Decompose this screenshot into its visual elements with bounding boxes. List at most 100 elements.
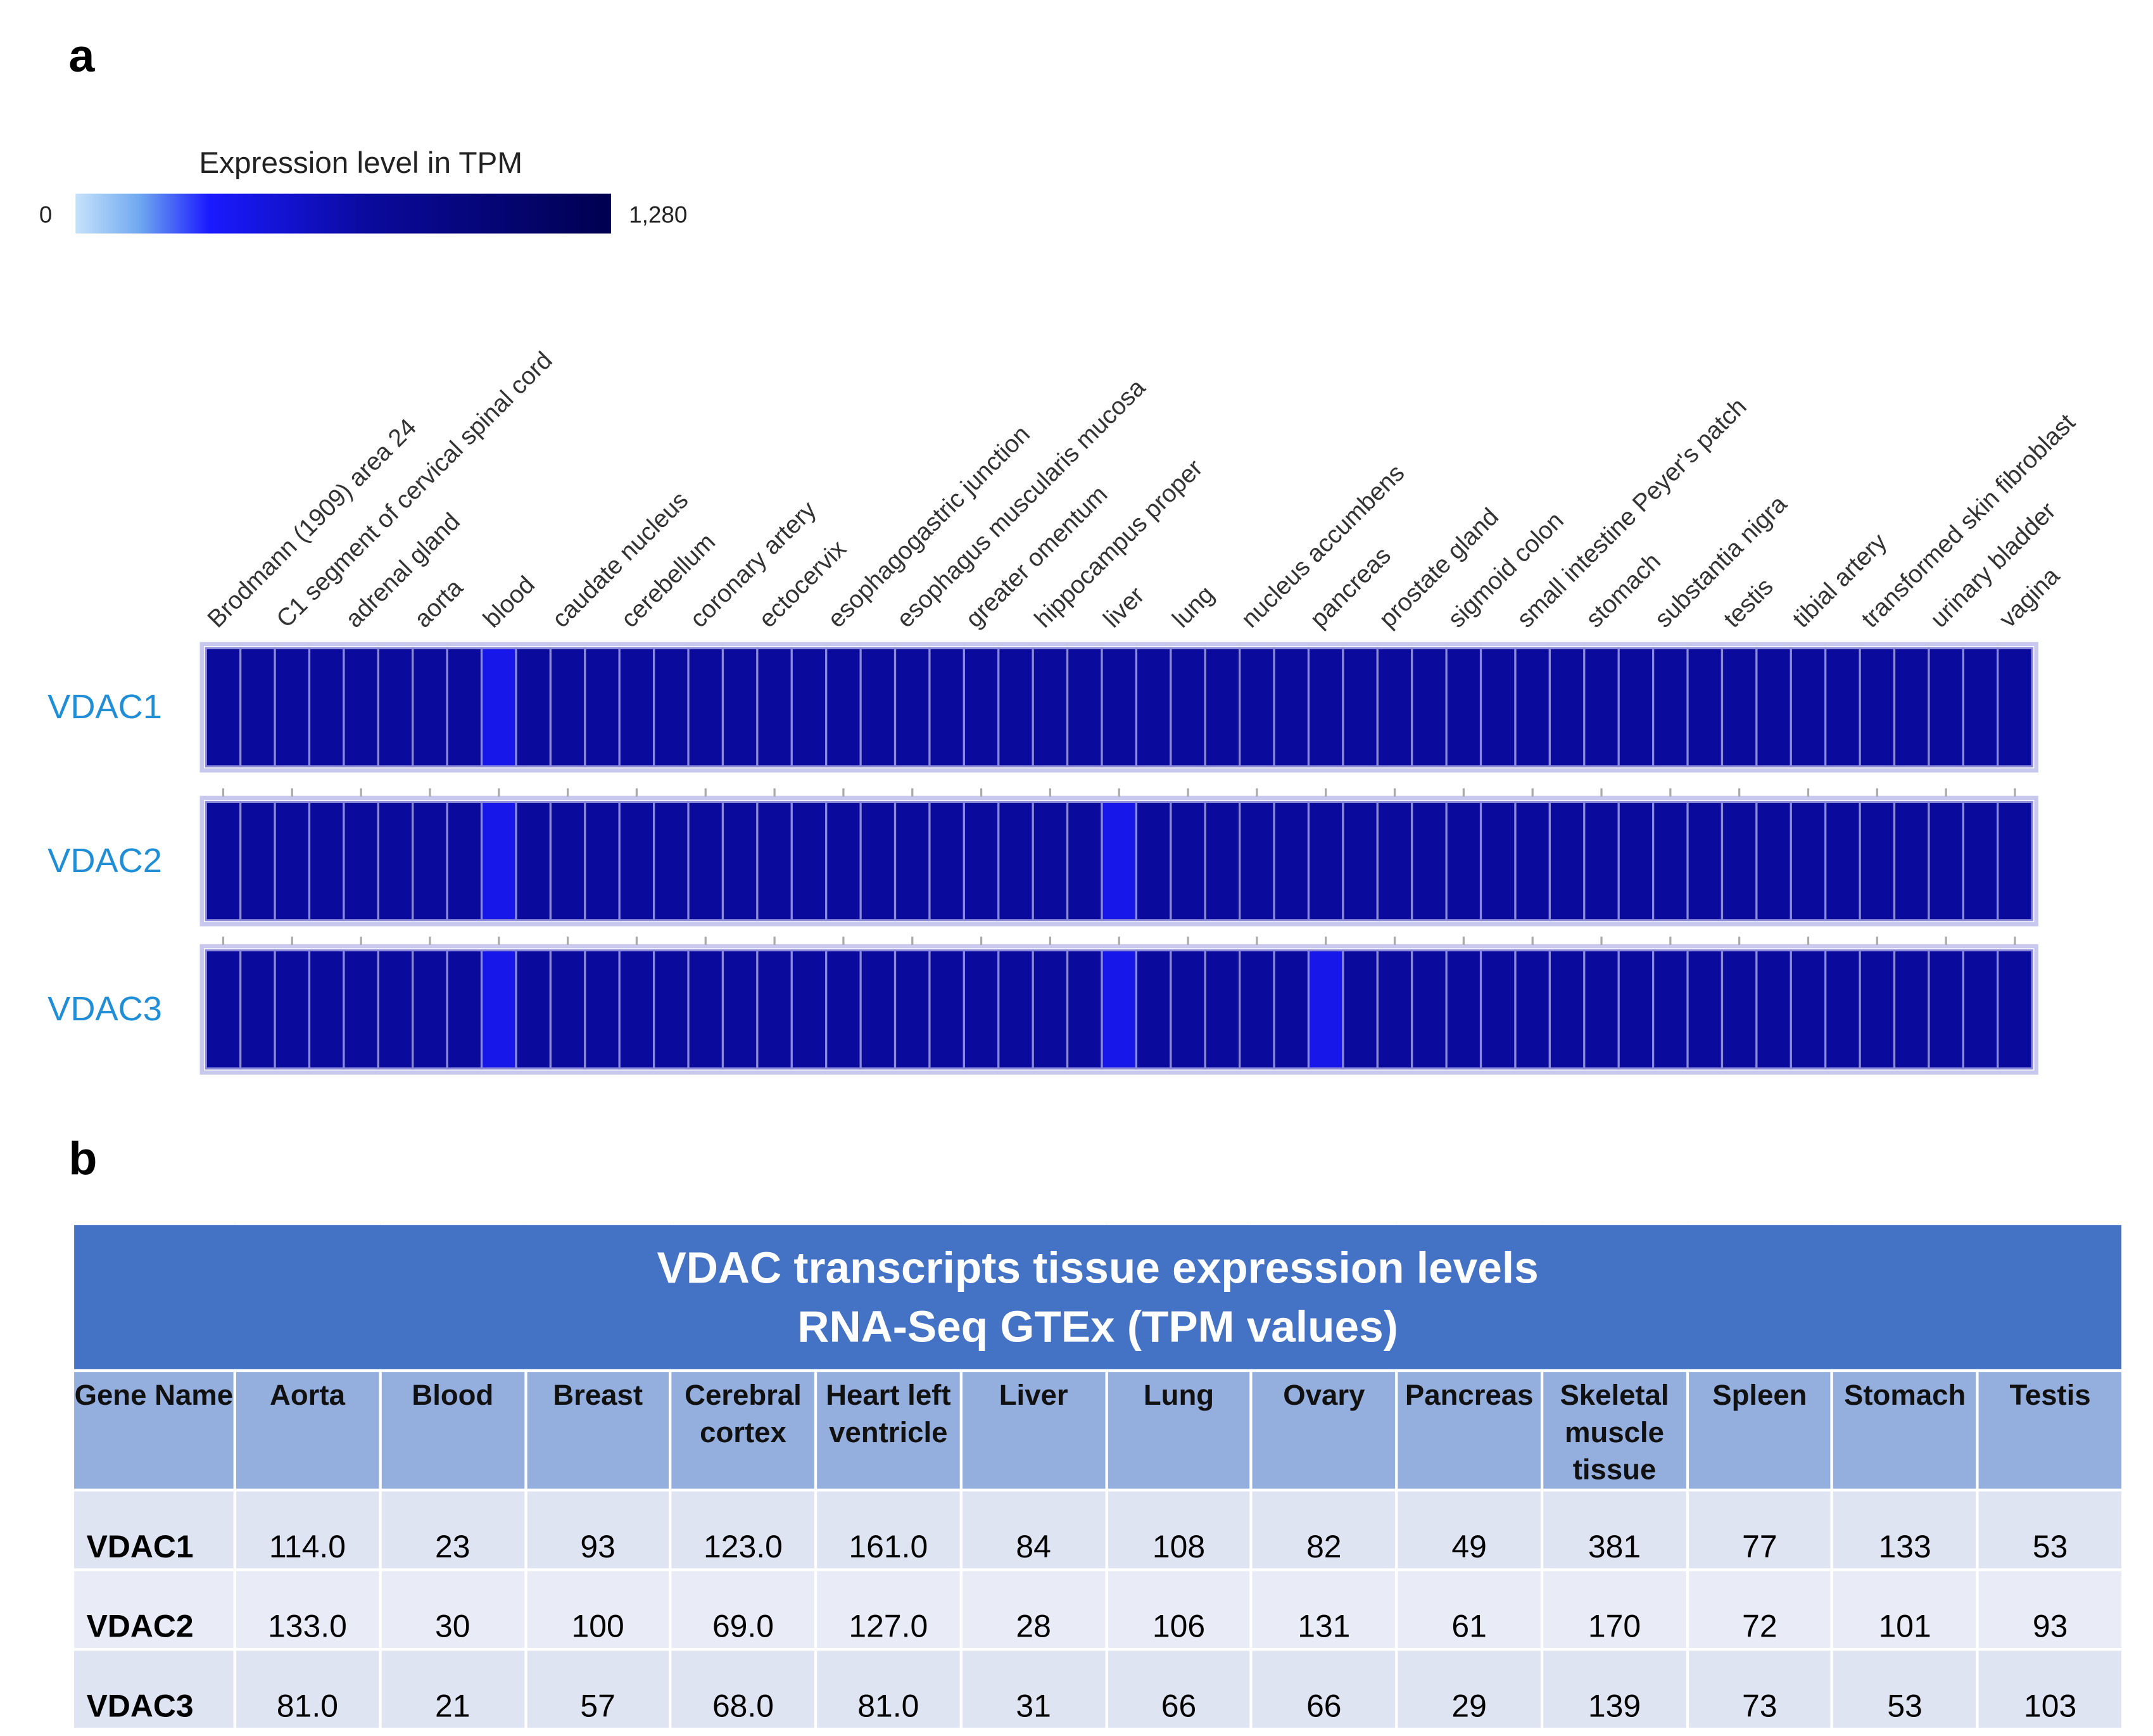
heatmap-cell bbox=[1824, 949, 1861, 1070]
heatmap-cell bbox=[549, 647, 586, 768]
heatmap-cell bbox=[963, 647, 1000, 768]
heatmap-cell bbox=[1307, 647, 1344, 768]
tpm-value: 139 bbox=[1540, 1648, 1689, 1731]
tpm-value: 61 bbox=[1395, 1568, 1544, 1651]
gene-name: VDAC1 bbox=[71, 1488, 236, 1571]
heatmap-cell bbox=[963, 801, 1000, 922]
heatmap-cell bbox=[928, 647, 965, 768]
heatmap-cell bbox=[1411, 801, 1448, 922]
heatmap-cell bbox=[653, 949, 690, 1070]
tpm-value: 66 bbox=[1104, 1648, 1253, 1731]
heatmap-cell bbox=[1721, 801, 1758, 922]
heatmap-cell bbox=[584, 949, 621, 1070]
gene-name: VDAC2 bbox=[71, 1568, 236, 1651]
heatmap-cell bbox=[1514, 949, 1551, 1070]
heatmap-cell bbox=[859, 647, 897, 768]
heatmap-cell bbox=[1170, 801, 1206, 922]
heatmap-cell bbox=[1239, 801, 1275, 922]
column-label: coronary artery bbox=[685, 496, 822, 633]
heatmap-cell bbox=[893, 949, 931, 1070]
heatmap-cell bbox=[1135, 801, 1172, 922]
heatmap-cell bbox=[1307, 801, 1344, 922]
colorbar-title: Expression level in TPM bbox=[199, 146, 522, 180]
tpm-value: 21 bbox=[378, 1648, 527, 1731]
tpm-value: 106 bbox=[1104, 1568, 1253, 1651]
heatmap-cell bbox=[343, 949, 379, 1070]
heatmap-cell bbox=[1686, 647, 1724, 768]
heatmap-cell bbox=[963, 949, 1000, 1070]
heatmap-cell bbox=[1273, 949, 1310, 1070]
heatmap-cell bbox=[928, 949, 965, 1070]
tpm-value: 84 bbox=[959, 1488, 1108, 1571]
data-row: VDAC3 81.0 21 57 68.0 81.0 31 66 66 29 139 73 53 103 bbox=[71, 1648, 2125, 1731]
tpm-value: 133.0 bbox=[233, 1568, 382, 1651]
tpm-value: 28 bbox=[959, 1568, 1108, 1651]
tpm-value: 100 bbox=[524, 1568, 672, 1651]
panel-label: a bbox=[68, 30, 95, 83]
heatmap-cell bbox=[1101, 801, 1138, 922]
column-header: Ovary bbox=[1250, 1369, 1398, 1492]
column-header: Lung bbox=[1104, 1369, 1253, 1492]
heatmap-cell bbox=[308, 949, 345, 1070]
heatmap-cell bbox=[584, 801, 621, 922]
heatmap-cell bbox=[618, 801, 655, 922]
column-label: urinary bladder bbox=[1925, 497, 2061, 633]
heatmap-cell bbox=[1170, 647, 1206, 768]
heatmap-cell bbox=[1239, 647, 1275, 768]
heatmap-cell bbox=[1824, 801, 1861, 922]
tpm-value: 49 bbox=[1395, 1488, 1544, 1571]
heatmap-cell bbox=[1066, 801, 1103, 922]
data-row: VDAC2 133.0 30 100 69.0 127.0 28 106 131 61 170 72 1… bbox=[71, 1568, 2125, 1651]
heatmap-cell bbox=[1893, 647, 1930, 768]
heatmap-cell bbox=[446, 647, 483, 768]
heatmap-cell bbox=[480, 949, 517, 1070]
row-label: VDAC3 bbox=[47, 990, 162, 1028]
row-frame bbox=[199, 944, 2038, 1075]
heatmap-cell bbox=[1032, 801, 1069, 922]
table-title: VDAC transcripts tissue expression level… bbox=[71, 1222, 2125, 1372]
heatmap-cell bbox=[308, 801, 345, 922]
tpm-value: 72 bbox=[1686, 1568, 1834, 1651]
heatmap-cell bbox=[687, 949, 724, 1070]
heatmap-cell bbox=[239, 801, 276, 922]
heatmap-cell bbox=[1204, 949, 1241, 1070]
heatmap-cell bbox=[618, 647, 655, 768]
heatmap-cell bbox=[1548, 801, 1586, 922]
column-label: esophagus muscularis mucosa bbox=[892, 374, 1151, 633]
heatmap-cell bbox=[790, 647, 828, 768]
tpm-value: 123.0 bbox=[669, 1488, 818, 1571]
tpm-value: 93 bbox=[524, 1488, 672, 1571]
heatmap-cell bbox=[653, 647, 690, 768]
heatmap-cell bbox=[1376, 801, 1413, 922]
heatmap-cell bbox=[1342, 949, 1379, 1070]
heatmap-cell bbox=[893, 801, 931, 922]
heatmap-cell bbox=[1686, 949, 1724, 1070]
heatmap-cell bbox=[239, 647, 276, 768]
heatmap-cell bbox=[1411, 949, 1448, 1070]
heatmap-cell bbox=[1479, 949, 1517, 1070]
heatmap-cell bbox=[1617, 801, 1655, 922]
tpm-value: 23 bbox=[378, 1488, 527, 1571]
heatmap-cell bbox=[1548, 949, 1586, 1070]
column-label: prostate gland bbox=[1374, 503, 1504, 633]
heatmap-cell bbox=[1721, 949, 1758, 1070]
heatmap-cell bbox=[1928, 949, 1964, 1070]
heatmap-cell bbox=[1824, 647, 1861, 768]
heatmap-cell bbox=[1204, 801, 1241, 922]
heatmap-cell bbox=[1583, 801, 1620, 922]
panel-label: b bbox=[68, 1132, 98, 1186]
heatmap-cell bbox=[412, 801, 448, 922]
table-title-line: VDAC transcripts tissue expression level… bbox=[657, 1242, 1539, 1292]
heatmap-cell bbox=[1997, 949, 2033, 1070]
tpm-value: 108 bbox=[1104, 1488, 1253, 1571]
heatmap-cell bbox=[1790, 949, 1827, 1070]
tpm-value: 30 bbox=[378, 1568, 527, 1651]
colorbar bbox=[75, 193, 611, 234]
heatmap-cell bbox=[377, 949, 414, 1070]
heatmap-cell bbox=[1548, 647, 1586, 768]
heatmap-cell bbox=[756, 647, 793, 768]
heatmap-cell bbox=[790, 801, 828, 922]
heatmap-cell bbox=[997, 647, 1034, 768]
tpm-value: 66 bbox=[1250, 1648, 1398, 1731]
data-row: VDAC1 114.0 23 93 123.0 161.0 84 108 82 49 381 77 13… bbox=[71, 1488, 2125, 1571]
